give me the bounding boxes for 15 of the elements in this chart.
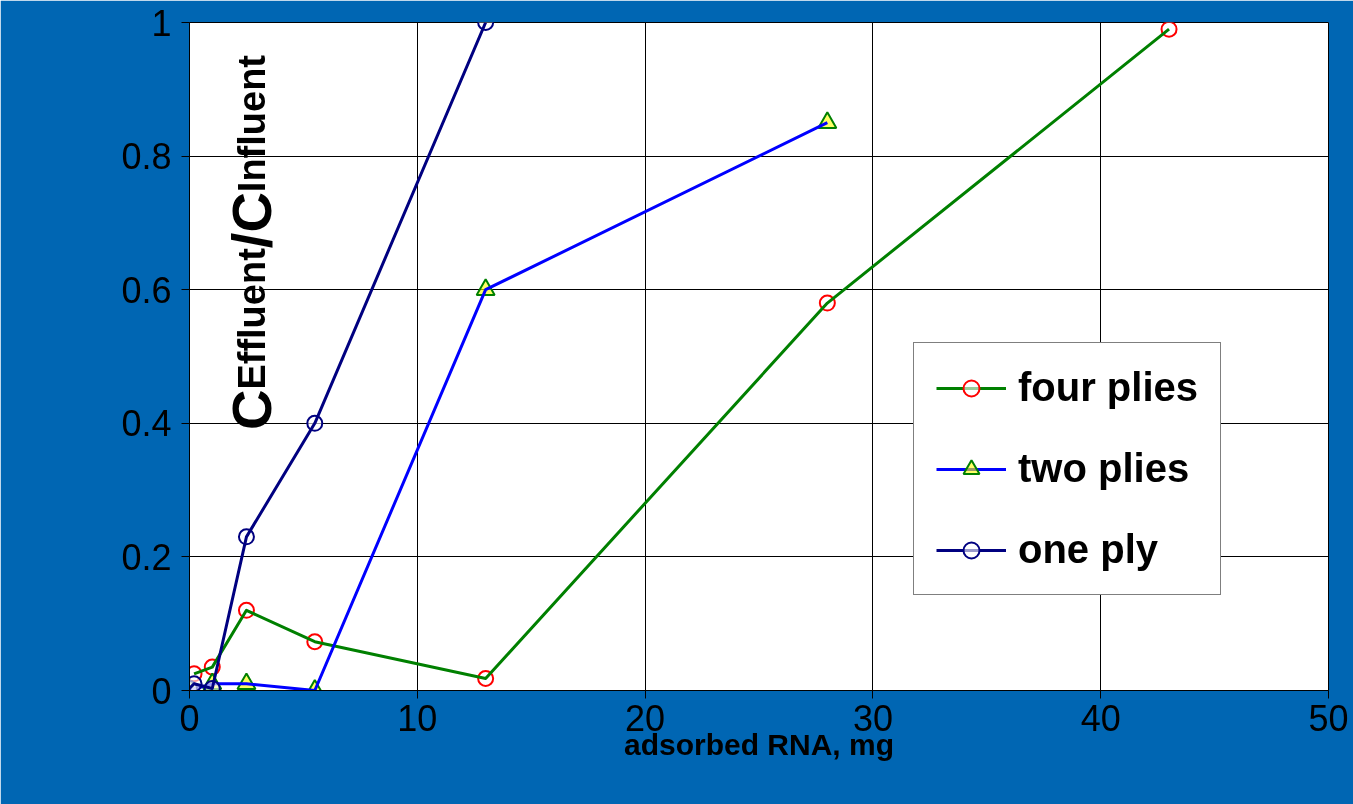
- x-tick-label: 30: [852, 697, 893, 739]
- x-tick-label: 10: [397, 697, 438, 739]
- y-tick-label: 0: [151, 670, 172, 712]
- y-tick-label: 0.2: [121, 536, 172, 578]
- y-tick-label: 0.6: [121, 269, 172, 311]
- legend-label: two plies: [1018, 446, 1190, 491]
- y-tick-label: 1: [151, 2, 172, 44]
- y-axis-title: CEffluent/CInfluent: [220, 54, 283, 431]
- legend-label: four plies: [1018, 365, 1199, 410]
- x-tick-label: 0: [179, 697, 200, 739]
- legend-label: one ply: [1018, 527, 1159, 572]
- y-tick-label: 0.4: [121, 403, 172, 445]
- x-tick-label: 40: [1080, 697, 1121, 739]
- x-tick-label: 50: [1308, 697, 1349, 739]
- y-tick-label: 0.8: [121, 136, 172, 178]
